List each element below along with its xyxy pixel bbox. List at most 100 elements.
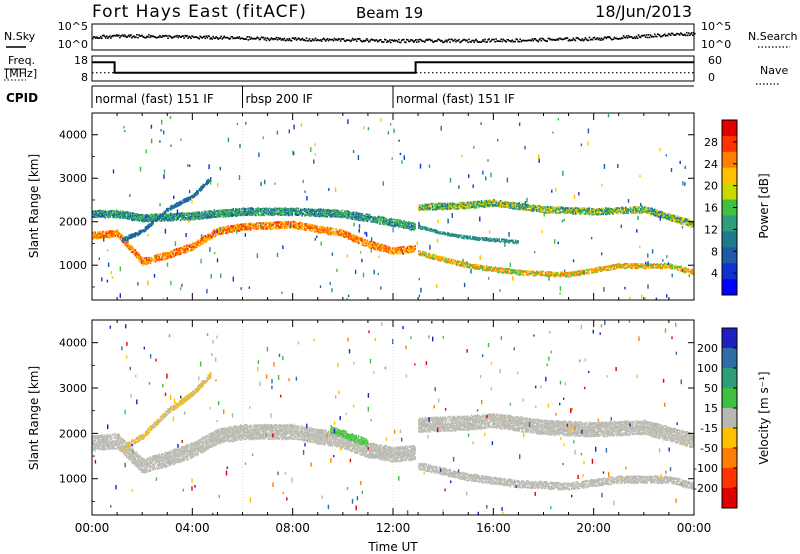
nsky-point [382,41,384,43]
nsky-point [694,32,696,35]
nsky-point [247,39,250,41]
velocity-ytick-label-2: 3000 [59,382,87,395]
nsky-point [440,40,442,43]
nsky-point [226,36,228,39]
nsky-point [115,35,117,37]
nsky-point [130,34,132,36]
nsky-point [425,39,427,42]
nsky-point [284,39,287,42]
nsky-point [168,34,170,37]
nsky-point [267,38,270,40]
nsky-point [567,39,570,42]
power-colorbar-swatch-6 [722,215,737,232]
nsky-point [208,35,210,38]
nsky-point [231,36,234,38]
nsky-point [92,37,94,40]
nsky-point [471,39,473,42]
nsky-point [672,34,675,36]
nsky-point [527,39,529,42]
nsky-point [181,35,183,37]
nsky-point [170,36,172,38]
nsky-point [514,40,516,43]
nsky-point [653,33,656,36]
nsky-point [319,39,322,41]
nsky-point [236,36,239,39]
nsky-point [122,34,124,36]
nsky-point [572,37,575,40]
nsky-point [562,38,565,41]
nsky-point [443,41,445,43]
nsky-point [641,35,644,37]
nsky-point [498,40,500,43]
nsky-point [691,32,693,34]
nsky-point [611,38,614,41]
nsky-point [139,35,141,37]
nsky-point [341,38,344,40]
nsky-point [294,37,297,39]
cpid-segments: normal (fast) 151 IF rbsp 200 IF normal (f… [95,86,515,108]
nsky-point [392,39,394,42]
nsky-point [182,35,184,37]
nsearch-label: N.Search [748,30,798,43]
nsky-point [164,35,166,37]
nsky-point [584,37,587,39]
nsky-point [409,40,411,43]
nsky-point [465,39,467,42]
nsky-point [316,38,319,41]
velocity-colorbar-swatch-8 [722,488,737,509]
nsky-point [398,38,400,41]
nsky-point [117,35,119,37]
nsky-point [318,39,321,42]
nsky-point [381,41,383,43]
nsky-point [145,36,147,39]
nsky-point [461,40,463,42]
power-colorbar-swatch-4 [722,183,737,200]
nsky-point [430,39,432,42]
nsky-point [265,39,268,42]
nsky-point [288,38,291,40]
nsky-point [347,39,350,42]
nsky-point [619,38,622,40]
nsky-point [160,36,162,38]
nsky-point [232,37,235,40]
nsky-point [585,38,588,41]
nsky-point [444,40,446,43]
nsky-point [188,35,190,38]
nsky-point [278,38,281,40]
nsky-point [385,39,387,41]
nsky-point [627,35,630,37]
nsky-point [386,41,388,43]
cpid-segment-2: normal (fast) 151 IF [396,92,515,106]
nsky-point [229,37,232,40]
time-tick-label-5: 20:00 [576,521,611,535]
nsky-point [693,31,695,34]
nsky-point [518,40,520,43]
velocity-x-ticks: 00:00 04:00 08:00 12:00 16:00 20:00 00:00 [75,320,711,535]
nsky-point [156,36,158,39]
nsky-point [628,36,631,38]
nsky-point [607,36,610,39]
nsky-point [394,39,396,41]
nsky-point [574,39,577,42]
nsky-point [577,37,580,40]
nsky-point [504,40,506,42]
power-x-ticks [91,113,695,300]
nsky-point [589,39,592,41]
power-colorbar-label: Power [dB] [757,173,771,238]
nsky-point [689,34,691,37]
nsky-point [374,39,377,41]
power-colorbar-tick-0: 28 [704,136,718,149]
nsky-point [638,36,641,38]
nsky-point [490,40,492,42]
nsky-point [480,41,482,43]
nsky-point [426,38,428,41]
nsky-point [603,36,606,38]
nsky-point [308,38,311,40]
nsky-point [257,37,260,39]
nsky-point [579,39,582,41]
nsky-point [124,34,126,36]
nsky-point [314,37,317,40]
nsky-point [658,34,661,37]
nsky-point [448,38,450,41]
freq-panel: Freq. [MHz] 18 8 60 0 Nave [4,54,788,85]
